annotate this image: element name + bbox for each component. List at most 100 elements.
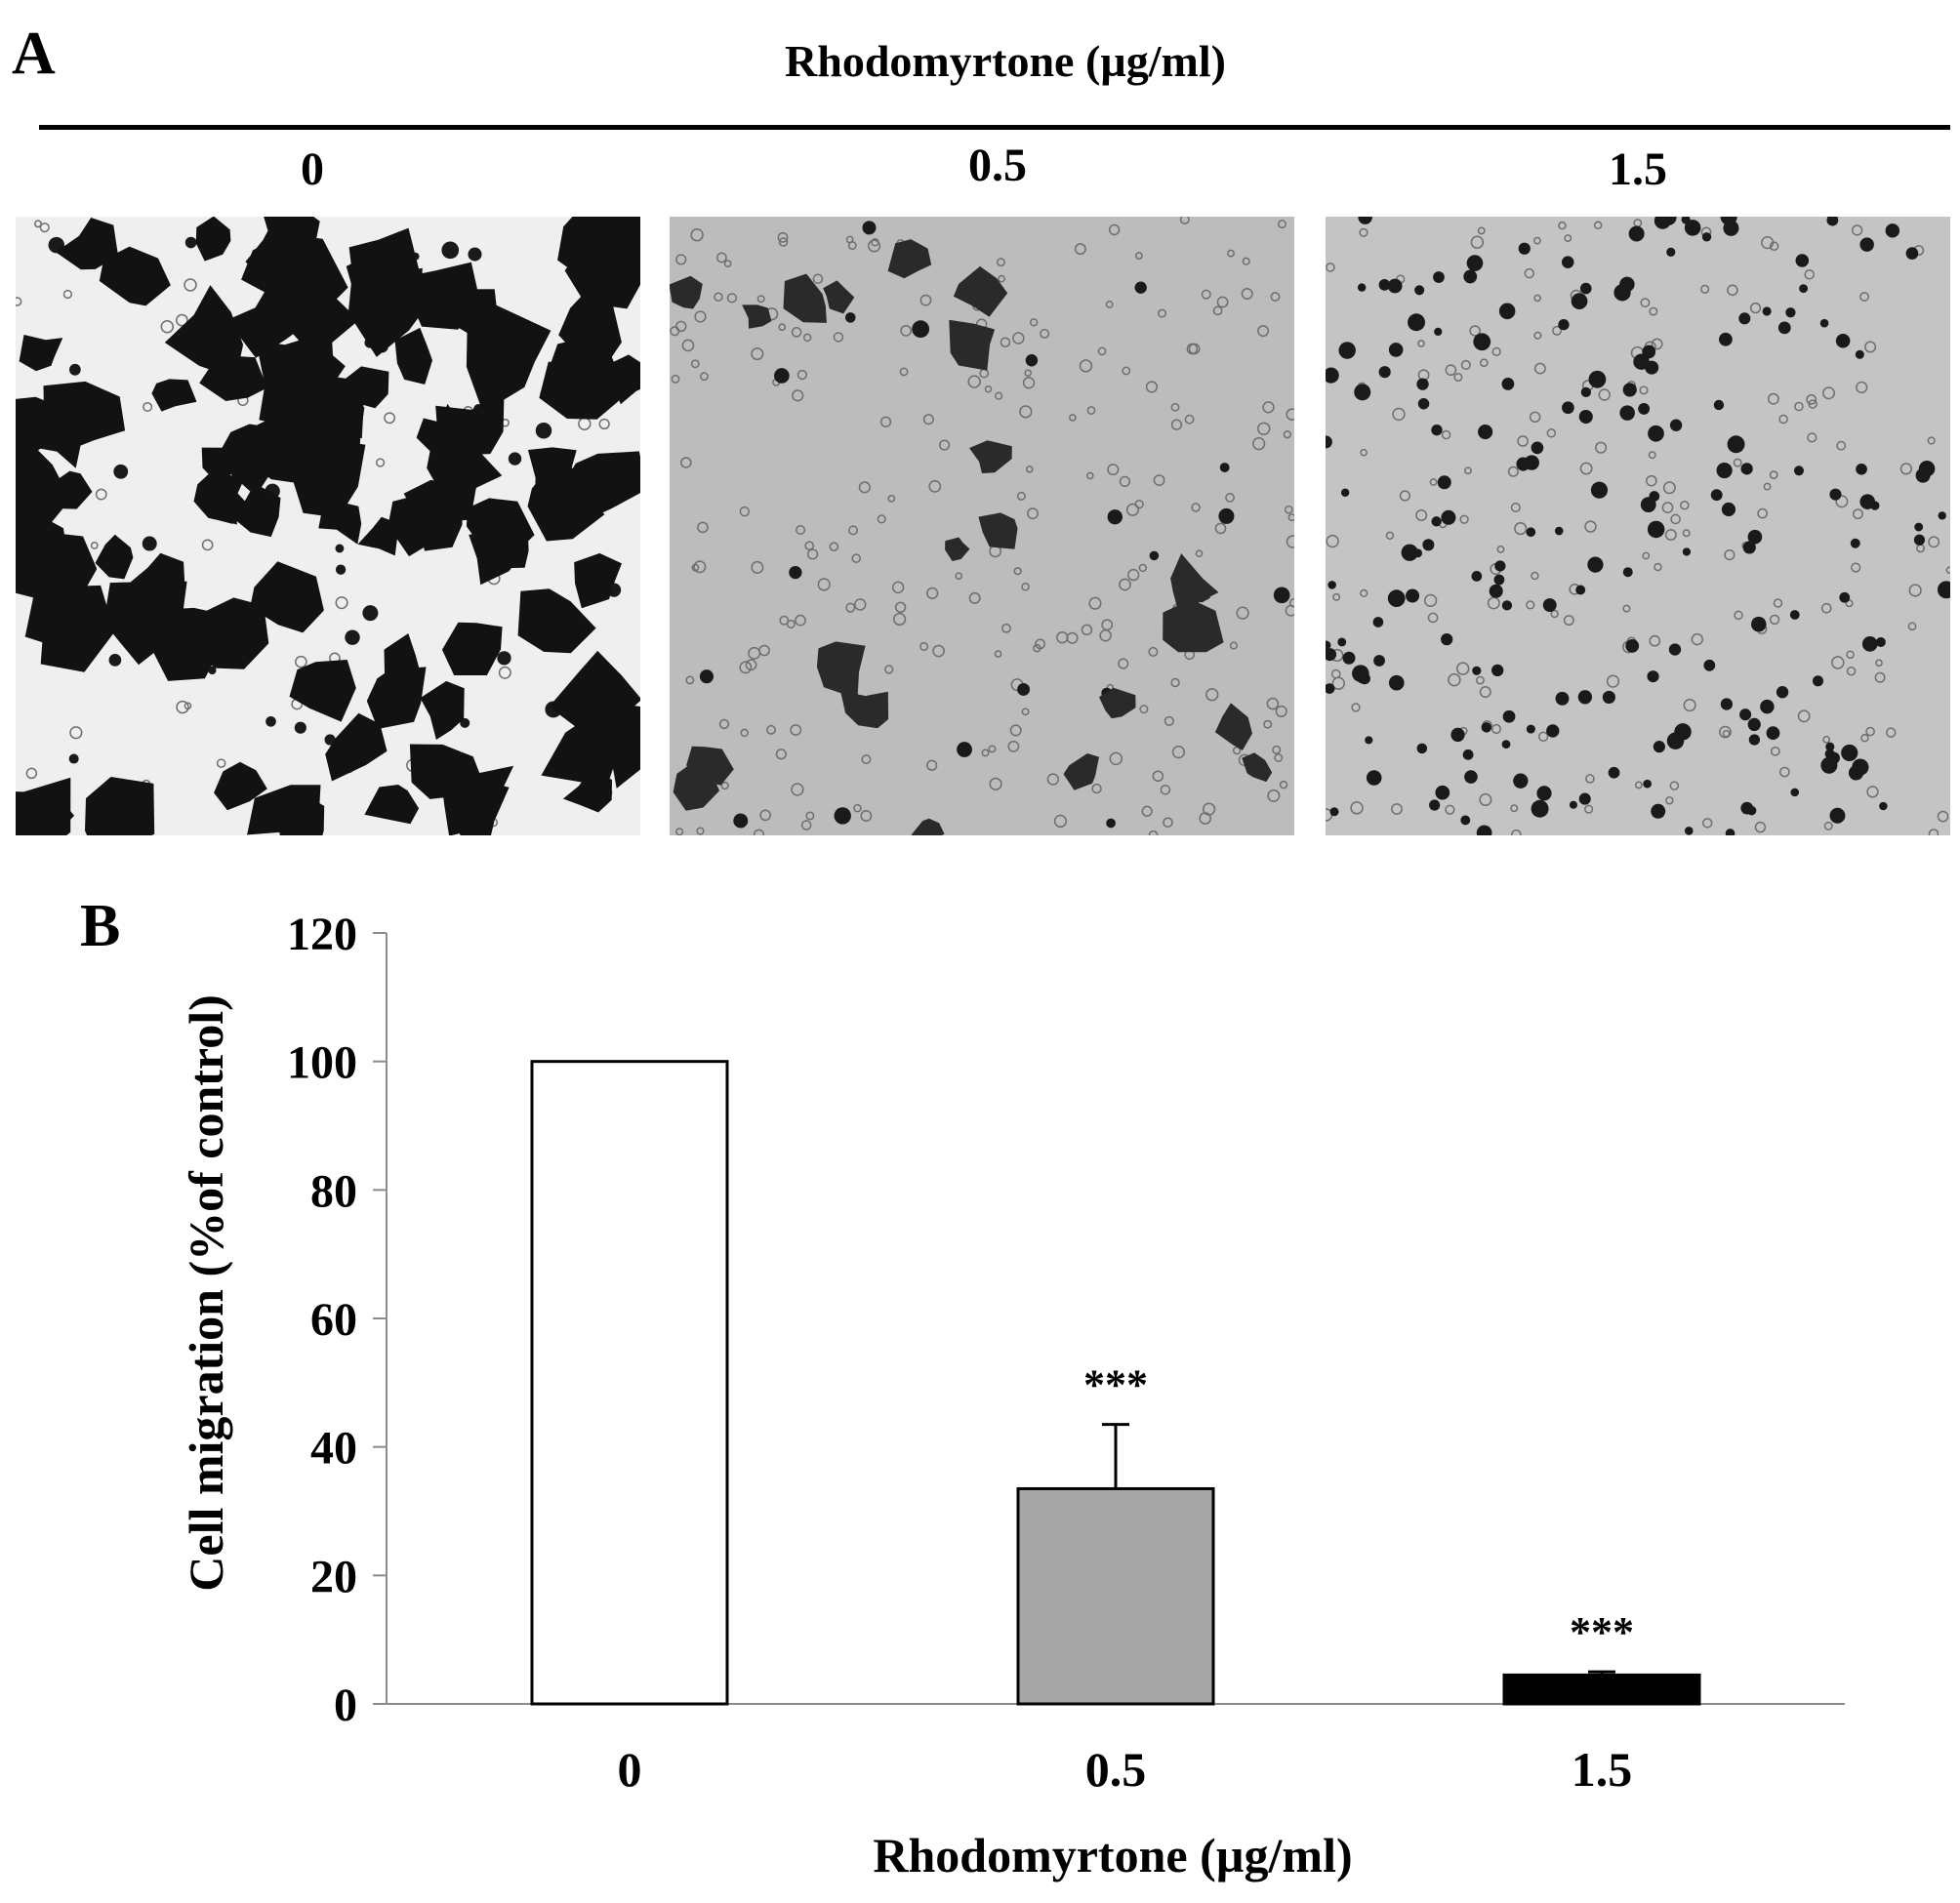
stained-cell — [1378, 366, 1391, 379]
pore-dot — [715, 252, 727, 263]
pore-dot — [790, 724, 802, 736]
stained-cell — [497, 651, 511, 666]
stained-cell — [142, 536, 157, 551]
cell-blob — [562, 768, 612, 813]
stained-cell — [1471, 571, 1483, 582]
pore-dot — [899, 367, 909, 377]
pore-dot — [1680, 501, 1690, 510]
pore-dot — [1908, 584, 1922, 597]
cell-blob — [540, 336, 624, 415]
pore-dot — [1257, 325, 1270, 338]
pore-dot — [1662, 481, 1676, 495]
micro-label-0: 0 — [301, 143, 324, 195]
pore-dot — [1445, 804, 1455, 815]
cell-blob — [151, 379, 197, 412]
pore-dot — [176, 313, 188, 327]
pore-dot — [1852, 508, 1863, 520]
pore-dot — [894, 601, 907, 614]
pore-dot — [851, 553, 862, 564]
y-tick-label: 0 — [334, 1680, 357, 1731]
pore-dot — [955, 572, 963, 580]
pore-dot — [1285, 604, 1294, 617]
pore-dot — [1453, 372, 1463, 383]
pore-dot — [1026, 466, 1034, 473]
pore-dot — [1391, 803, 1403, 815]
pore-dot — [1046, 773, 1060, 786]
pore-dot — [1086, 471, 1094, 480]
pore-dot — [1232, 746, 1242, 755]
micrograph-1 — [670, 217, 1294, 835]
cell-blob — [564, 240, 640, 309]
pore-dot — [1899, 463, 1912, 475]
pore-dot — [1360, 588, 1368, 597]
pore-dot — [1778, 414, 1788, 425]
pore-dot — [685, 675, 695, 685]
stained-cell — [1820, 756, 1838, 774]
cell-blob — [816, 641, 866, 700]
cell-blob — [103, 581, 187, 666]
pore-dot — [1275, 705, 1287, 717]
stained-cell — [1498, 303, 1516, 320]
cell-blob — [147, 607, 224, 681]
stained-cell — [1638, 402, 1651, 415]
pore-dot — [1012, 332, 1025, 344]
significance-label-2: *** — [1570, 1608, 1634, 1656]
pore-dot — [802, 333, 812, 343]
stained-cell — [1359, 672, 1370, 685]
pore-dot — [766, 724, 776, 735]
stained-cell — [1542, 598, 1557, 612]
pore-dot — [1019, 405, 1033, 419]
pore-dot — [861, 754, 872, 765]
stained-cell — [1647, 520, 1665, 539]
pore-dot — [1266, 697, 1280, 710]
panel-b-letter: B — [80, 893, 121, 959]
pore-dot — [1649, 306, 1658, 316]
cell-blob — [16, 532, 98, 609]
pore-dot — [1806, 393, 1817, 405]
stained-cell — [1875, 636, 1886, 647]
pore-dot — [1859, 292, 1870, 302]
pore-dot — [1360, 448, 1368, 457]
stained-cell — [1703, 659, 1716, 671]
stained-cell — [1856, 765, 1864, 774]
pore-dot — [1529, 411, 1541, 424]
pore-dot — [1907, 622, 1917, 631]
cell-blob — [16, 494, 47, 541]
cell-blob — [742, 304, 772, 329]
stained-cell — [1562, 401, 1574, 415]
micrograph-0-drawing — [16, 217, 640, 835]
stained-cell — [1701, 232, 1712, 242]
pore-dot — [1757, 507, 1769, 519]
pore-dot — [1928, 536, 1940, 548]
pore-dot — [160, 319, 175, 334]
pore-dot — [1665, 795, 1674, 805]
pore-dot — [694, 310, 707, 323]
stained-cell — [1653, 741, 1665, 753]
stained-cell — [1937, 581, 1950, 599]
stained-cell — [1536, 786, 1552, 801]
stained-cell — [1713, 399, 1725, 411]
pore-dot — [1229, 641, 1238, 650]
stained-cell — [1558, 319, 1570, 331]
pore-dot — [1524, 267, 1535, 279]
stained-cell — [774, 368, 790, 384]
stained-cell — [1408, 313, 1425, 332]
y-tick-label: 40 — [310, 1423, 357, 1475]
cell-blob — [783, 273, 827, 323]
pore-dot — [699, 372, 709, 382]
pore-dot — [1727, 284, 1738, 297]
pore-dot — [95, 488, 107, 501]
pore-dot — [1480, 358, 1489, 368]
pore-dot — [1212, 305, 1223, 316]
stained-cell — [1716, 462, 1733, 479]
stained-cell — [1561, 256, 1574, 268]
pore-dot — [1664, 528, 1677, 541]
micrograph-0 — [16, 217, 640, 835]
stained-cell — [1460, 815, 1471, 826]
pore-dot — [1823, 821, 1833, 830]
pore-dot — [1205, 688, 1219, 702]
pore-dot — [1053, 814, 1068, 829]
cell-blob — [571, 222, 622, 261]
cell-blob — [408, 262, 480, 330]
pore-dot — [1013, 567, 1022, 576]
